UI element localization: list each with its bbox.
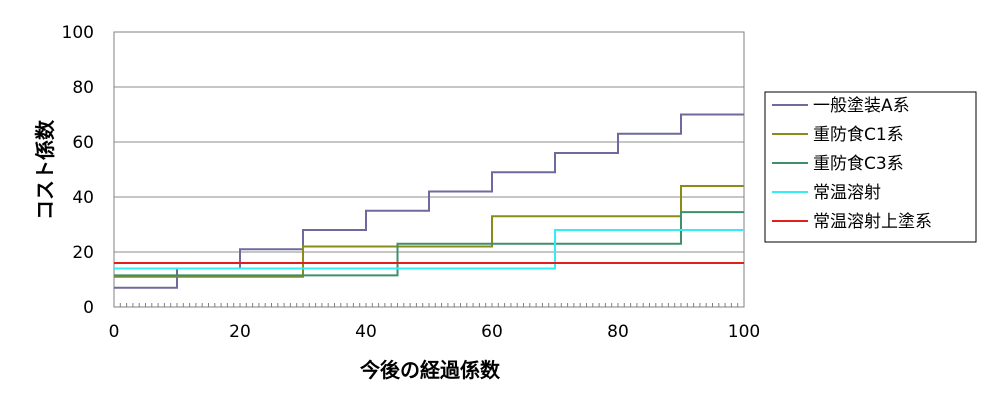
legend-entry: 常温溶射 bbox=[813, 183, 881, 203]
y-tick-label: 80 bbox=[72, 78, 94, 98]
series-line bbox=[114, 113, 744, 289]
series-line bbox=[114, 229, 744, 270]
y-tick-label: 100 bbox=[62, 23, 94, 43]
x-tick-label: 60 bbox=[481, 322, 503, 342]
x-tick-label: 100 bbox=[728, 322, 760, 342]
y-tick-label: 20 bbox=[72, 243, 94, 263]
y-tick-label: 60 bbox=[72, 133, 94, 153]
legend-entry: 重防食C3系 bbox=[813, 154, 904, 174]
legend-entry: 常温溶射上塗系 bbox=[813, 211, 932, 232]
plot-area bbox=[113, 31, 745, 308]
legend-box bbox=[764, 91, 977, 243]
x-tick-label: 20 bbox=[229, 322, 251, 342]
series-lines bbox=[114, 113, 744, 289]
x-tick-labels: 0 20 40 60 80 100 bbox=[109, 322, 761, 342]
x-minor-ticks bbox=[113, 303, 745, 307]
x-tick-label: 80 bbox=[607, 322, 629, 342]
x-axis-label: 今後の経過係数 bbox=[360, 358, 501, 382]
x-tick-label: 40 bbox=[355, 322, 377, 342]
y-axis-label: コスト係数 bbox=[33, 119, 57, 220]
legend-entry: 重防食C1系 bbox=[813, 125, 904, 145]
legend-entry: 一般塗装A系 bbox=[813, 95, 910, 116]
x-tick-label: 0 bbox=[109, 322, 120, 342]
y-tick-label: 40 bbox=[72, 188, 94, 208]
series-line bbox=[114, 185, 744, 278]
y-tick-label: 0 bbox=[83, 298, 94, 318]
series-line bbox=[114, 211, 744, 277]
grid-lines bbox=[114, 86, 744, 253]
y-tick-labels: 0 20 40 60 80 100 bbox=[62, 23, 94, 318]
